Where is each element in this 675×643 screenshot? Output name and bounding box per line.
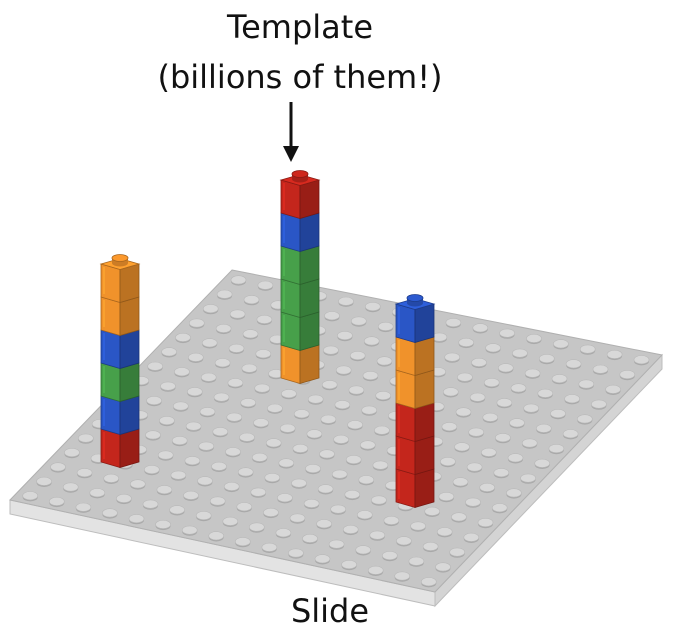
block-blue	[280, 212, 320, 253]
block-orange	[395, 369, 435, 410]
block-blue	[395, 303, 435, 344]
center-stack	[279, 170, 321, 385]
block-orange	[100, 296, 140, 337]
slide-label: Slide	[290, 592, 370, 630]
block-green	[280, 245, 320, 286]
right-stack	[394, 294, 436, 509]
arrow-icon	[283, 102, 299, 162]
block-green	[280, 278, 320, 319]
template-note-label: (billions of them!)	[157, 58, 443, 96]
block-red	[280, 179, 320, 220]
template-stacks	[99, 170, 436, 509]
block-red	[395, 435, 435, 476]
block-green	[100, 362, 140, 403]
left-stack	[99, 254, 141, 469]
template-label: Template	[226, 8, 373, 46]
block-red	[395, 402, 435, 443]
block-red	[100, 428, 140, 469]
block-orange	[100, 263, 140, 304]
block-orange	[395, 336, 435, 377]
